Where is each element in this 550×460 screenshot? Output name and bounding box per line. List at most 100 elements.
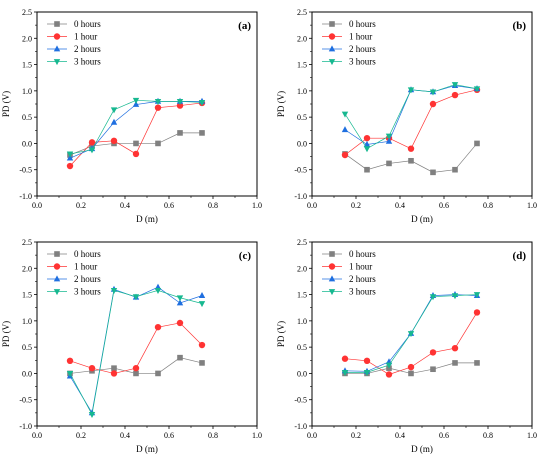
data-point xyxy=(66,371,74,378)
data-point xyxy=(110,118,118,125)
y-tick-label: 2.0 xyxy=(22,264,32,273)
data-point xyxy=(385,362,393,369)
legend-marker xyxy=(53,275,61,282)
legend-marker xyxy=(329,251,335,257)
data-point xyxy=(111,365,117,371)
x-tick-label: 0.4 xyxy=(395,201,405,210)
data-point xyxy=(430,169,436,176)
y-tick-label: 0.5 xyxy=(22,113,32,122)
data-point xyxy=(198,100,206,107)
data-point xyxy=(452,360,458,366)
y-tick-label: 2.0 xyxy=(22,34,32,43)
x-tick-label: 1.0 xyxy=(252,201,262,210)
data-point xyxy=(407,331,415,338)
x-axis-title: D (m) xyxy=(136,444,158,454)
data-point xyxy=(429,349,437,356)
data-point xyxy=(155,370,161,377)
y-tick-label: 1.0 xyxy=(297,317,307,326)
x-tick-label: 0.6 xyxy=(164,201,174,210)
data-point xyxy=(110,287,118,294)
legend-label: 2 hours xyxy=(74,44,101,54)
series-line xyxy=(69,286,203,414)
data-point xyxy=(66,162,74,170)
y-tick-label: -0.5 xyxy=(19,396,32,405)
data-point xyxy=(451,82,459,89)
data-point xyxy=(66,151,74,158)
x-tick-label: 0.8 xyxy=(208,431,218,440)
chart-panel: 0.0 0.2 0.4 0.6 0.8 1.0 -1.0 -0.5 0.0 0.5 1.0 1.5 2.… xyxy=(276,238,537,454)
legend-label: 0 hours xyxy=(74,19,101,29)
data-point xyxy=(341,151,349,159)
plot-frame xyxy=(311,11,533,197)
data-point xyxy=(408,370,414,377)
data-point xyxy=(66,357,74,365)
data-point xyxy=(133,370,139,377)
legend-marker xyxy=(53,263,61,270)
x-tick-label: 0.2 xyxy=(76,201,86,210)
legend-marker xyxy=(53,59,61,66)
data-point xyxy=(341,126,349,133)
y-tick-label: -0.5 xyxy=(294,166,307,175)
data-point xyxy=(88,412,96,419)
data-point xyxy=(176,102,184,109)
data-point xyxy=(474,140,480,147)
data-point xyxy=(154,287,162,294)
legend-label: 3 hours xyxy=(349,57,376,67)
data-point xyxy=(385,133,393,140)
data-point xyxy=(341,369,349,376)
data-point xyxy=(133,140,139,147)
legend-marker xyxy=(328,33,336,40)
y-tick-label: 2.0 xyxy=(297,34,307,43)
legend-marker xyxy=(54,251,60,257)
x-tick-label: 1.0 xyxy=(527,201,537,210)
x-tick-label: 0.6 xyxy=(439,431,449,440)
legend-label: 3 hours xyxy=(74,287,101,297)
data-point xyxy=(473,86,481,93)
data-point xyxy=(474,360,480,366)
y-axis-title: PD (V) xyxy=(276,91,286,117)
x-axis-title: D (m) xyxy=(411,214,433,224)
data-point xyxy=(154,98,162,105)
y-tick-label: 0.0 xyxy=(297,139,307,148)
panel-label: (d) xyxy=(513,250,527,262)
y-tick-label: 2.5 xyxy=(297,8,307,17)
y-tick-label: 0.0 xyxy=(22,369,32,378)
x-tick-label: 0.6 xyxy=(439,201,449,210)
legend-marker xyxy=(328,289,336,296)
data-point xyxy=(177,130,183,136)
data-point xyxy=(407,87,415,94)
data-point xyxy=(408,157,414,164)
data-point xyxy=(407,363,415,371)
data-point xyxy=(452,166,458,173)
x-tick-label: 0.0 xyxy=(307,201,317,210)
y-tick-label: 1.0 xyxy=(22,87,32,96)
data-point xyxy=(154,323,162,331)
y-tick-label: -0.5 xyxy=(294,396,307,405)
x-tick-label: 0.4 xyxy=(120,431,130,440)
y-axis-title: PD (V) xyxy=(1,321,11,347)
x-axis-title: D (m) xyxy=(136,214,158,224)
x-tick-label: 1.0 xyxy=(252,431,262,440)
data-point xyxy=(430,366,436,373)
data-point xyxy=(451,91,459,99)
panel-label: (b) xyxy=(513,20,527,32)
y-tick-label: 1.5 xyxy=(22,291,32,300)
data-point xyxy=(176,295,184,302)
y-axis-title: PD (V) xyxy=(1,91,11,117)
data-point xyxy=(386,160,392,167)
x-tick-label: 0.0 xyxy=(32,431,42,440)
data-point xyxy=(363,369,371,376)
y-tick-label: 0.5 xyxy=(297,113,307,122)
legend-label: 1 hour xyxy=(74,262,97,272)
data-point xyxy=(429,89,437,96)
plot-frame xyxy=(36,241,258,427)
y-tick-label: -1.0 xyxy=(294,422,307,431)
y-tick-label: -0.5 xyxy=(19,166,32,175)
data-point xyxy=(132,100,140,107)
legend-marker xyxy=(328,263,336,270)
data-point xyxy=(198,301,206,308)
data-point xyxy=(198,341,206,349)
data-point xyxy=(407,145,415,152)
data-point xyxy=(110,137,118,144)
